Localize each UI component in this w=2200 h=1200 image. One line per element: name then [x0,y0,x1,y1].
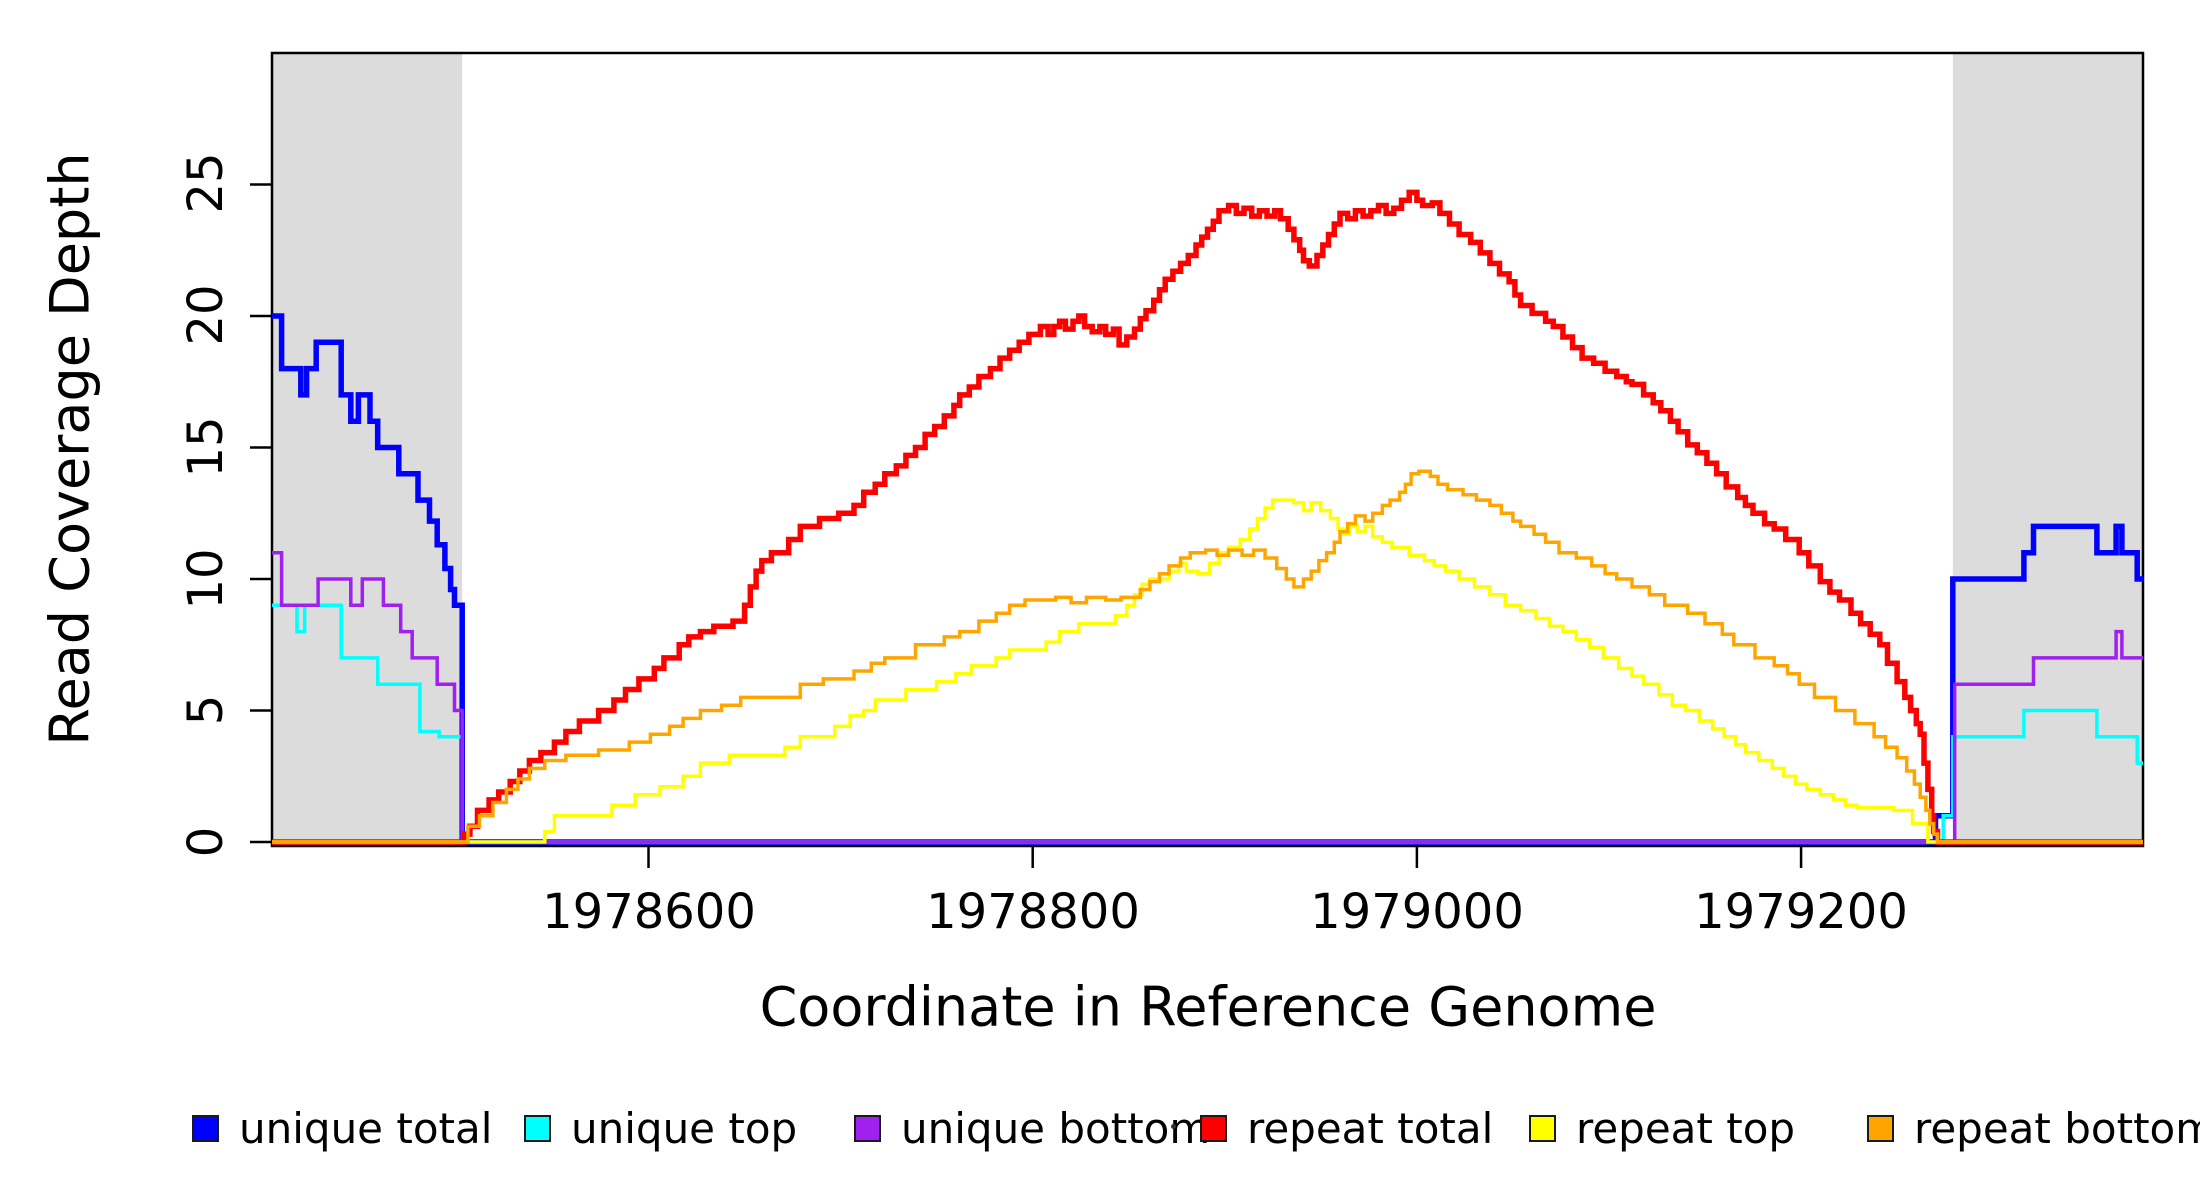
x-axis-title: Coordinate in Reference Genome [759,975,1657,1039]
y-tick-label-15: 15 [178,416,234,478]
series-line-unique-bottom [272,550,2143,844]
legend-label: unique bottom [901,1103,1211,1153]
y-tick-label-0: 0 [178,826,234,858]
repeat-total-swatch-icon [1200,1114,1227,1142]
repeat-top-swatch-icon [1529,1114,1556,1142]
legend-item-unique-top: unique top [524,1104,797,1153]
shaded-region-right-flank [1952,53,2143,846]
y-tick-label-25: 25 [178,152,234,214]
legend-label: repeat total [1247,1103,1494,1153]
repeat-bottom-swatch-icon [1867,1114,1894,1142]
legend-label: repeat bottom [1914,1103,2200,1153]
legend-label: unique top [571,1103,798,1153]
series-line-repeat-total [272,189,2143,845]
plot-box [270,51,2145,848]
series-line-repeat-top [272,498,2143,844]
x-tick-label-1978600: 1978600 [542,884,756,940]
series-line-unique-total [272,313,2143,845]
x-tick-label-1978800: 1978800 [926,884,1140,940]
series-line-repeat-bottom [272,469,2143,844]
y-axis-title: Read Coverage Depth [38,152,102,746]
y-tick-label-10: 10 [178,548,234,610]
legend-label: repeat top [1576,1103,1796,1153]
unique-bottom-swatch-icon [854,1114,881,1142]
stray-dot [1171,1124,1176,1129]
unique-total-swatch-icon [192,1114,219,1142]
legend-item-repeat-total: repeat total [1200,1104,1493,1153]
shaded-region-left-flank [272,53,463,846]
y-tick-label-20: 20 [178,284,234,346]
legend-item-unique-total: unique total [192,1104,492,1153]
x-tick-label-1979000: 1979000 [1310,884,1524,940]
x-tick-label-1979200: 1979200 [1694,884,1908,940]
legend-item-repeat-bottom: repeat bottom [1867,1104,2200,1153]
legend-item-repeat-top: repeat top [1529,1104,1795,1153]
legend-item-unique-bottom: unique bottom [854,1104,1210,1153]
y-tick-label-5: 5 [178,694,234,726]
legend-label: unique total [239,1103,493,1153]
unique-top-swatch-icon [524,1114,551,1142]
